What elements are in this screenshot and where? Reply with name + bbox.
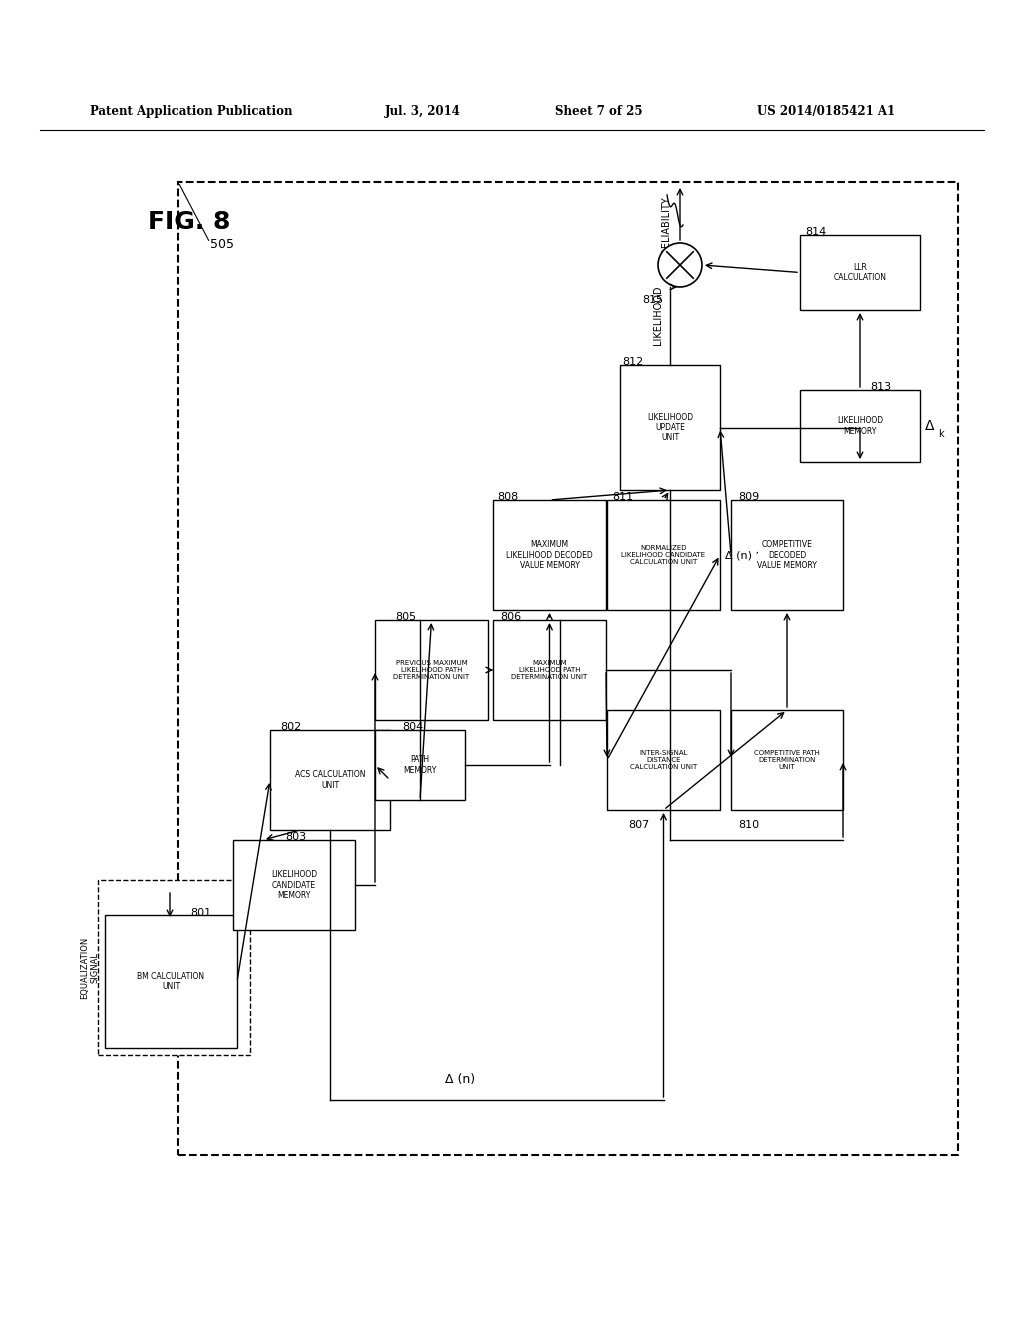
Text: BM CALCULATION
UNIT: BM CALCULATION UNIT [137,972,205,991]
Bar [731,710,843,810]
Text: COMPETITIVE
DECODED
VALUE MEMORY: COMPETITIVE DECODED VALUE MEMORY [757,540,817,570]
Text: PREVIOUS MAXIMUM
LIKELIHOOD PATH
DETERMINATION UNIT: PREVIOUS MAXIMUM LIKELIHOOD PATH DETERMI… [393,660,470,680]
Text: 810: 810 [738,820,759,830]
Text: PATH
MEMORY: PATH MEMORY [403,755,436,775]
Text: INTER-SIGNAL
DISTANCE
CALCULATION UNIT: INTER-SIGNAL DISTANCE CALCULATION UNIT [630,750,697,770]
Text: 812: 812 [622,356,643,367]
Text: LIKELIHOOD
MEMORY: LIKELIHOOD MEMORY [837,416,883,436]
Bar [731,500,843,610]
Text: 815: 815 [642,294,664,305]
Text: Jul. 3, 2014: Jul. 3, 2014 [385,106,461,117]
Text: FIG. 8: FIG. 8 [148,210,230,234]
Text: 806: 806 [500,612,521,622]
Text: LLR
CALCULATION: LLR CALCULATION [834,263,887,282]
Text: 811: 811 [612,492,633,502]
Text: MAXIMUM
LIKELIHOOD DECODED
VALUE MEMORY: MAXIMUM LIKELIHOOD DECODED VALUE MEMORY [506,540,593,570]
Text: COMPETITIVE PATH
DETERMINATION
UNIT: COMPETITIVE PATH DETERMINATION UNIT [754,750,820,770]
Bar [98,880,250,1055]
Text: 804: 804 [402,722,423,733]
Bar [178,182,958,1155]
Text: LIKELIHOOD: LIKELIHOOD [653,285,663,345]
Bar [233,840,355,931]
Text: Δ (n): Δ (n) [445,1073,475,1086]
Bar [620,366,720,490]
Text: 802: 802 [280,722,301,733]
Text: LIKELIHOOD
UPDATE
UNIT: LIKELIHOOD UPDATE UNIT [647,413,693,442]
Bar [607,710,720,810]
Text: MAXIMUM
LIKELIHOOD PATH
DETERMINATION UNIT: MAXIMUM LIKELIHOOD PATH DETERMINATION UN… [511,660,588,680]
Text: Sheet 7 of 25: Sheet 7 of 25 [555,106,642,117]
Text: Δ: Δ [925,418,935,433]
Bar [493,620,606,719]
Circle shape [658,243,702,286]
Bar [800,389,920,462]
Text: 814: 814 [805,227,826,238]
Text: 505: 505 [210,238,234,251]
Bar [270,730,390,830]
Text: 803: 803 [285,832,306,842]
Text: k: k [938,429,944,440]
Text: NORMALIZED
LIKELIHOOD CANDIDATE
CALCULATION UNIT: NORMALIZED LIKELIHOOD CANDIDATE CALCULAT… [622,545,706,565]
Text: 805: 805 [395,612,416,622]
Bar [800,235,920,310]
Bar [105,915,237,1048]
Text: US 2014/0185421 A1: US 2014/0185421 A1 [757,106,895,117]
Bar [493,500,606,610]
Text: EQUALIZATION
SIGNAL: EQUALIZATION SIGNAL [80,936,99,999]
Text: 807: 807 [628,820,649,830]
Text: Patent Application Publication: Patent Application Publication [90,106,293,117]
Text: 801: 801 [190,908,211,917]
Text: LIKELIHOOD
CANDIDATE
MEMORY: LIKELIHOOD CANDIDATE MEMORY [271,870,317,900]
Bar [375,730,465,800]
Text: 813: 813 [870,381,891,392]
Bar [375,620,488,719]
Text: Δ (n) ʼ: Δ (n) ʼ [725,550,759,560]
Text: 809: 809 [738,492,759,502]
Bar [607,500,720,610]
Text: RELIABILITY: RELIABILITY [662,197,671,253]
Text: ACS CALCULATION
UNIT: ACS CALCULATION UNIT [295,771,366,789]
Text: 808: 808 [497,492,518,502]
